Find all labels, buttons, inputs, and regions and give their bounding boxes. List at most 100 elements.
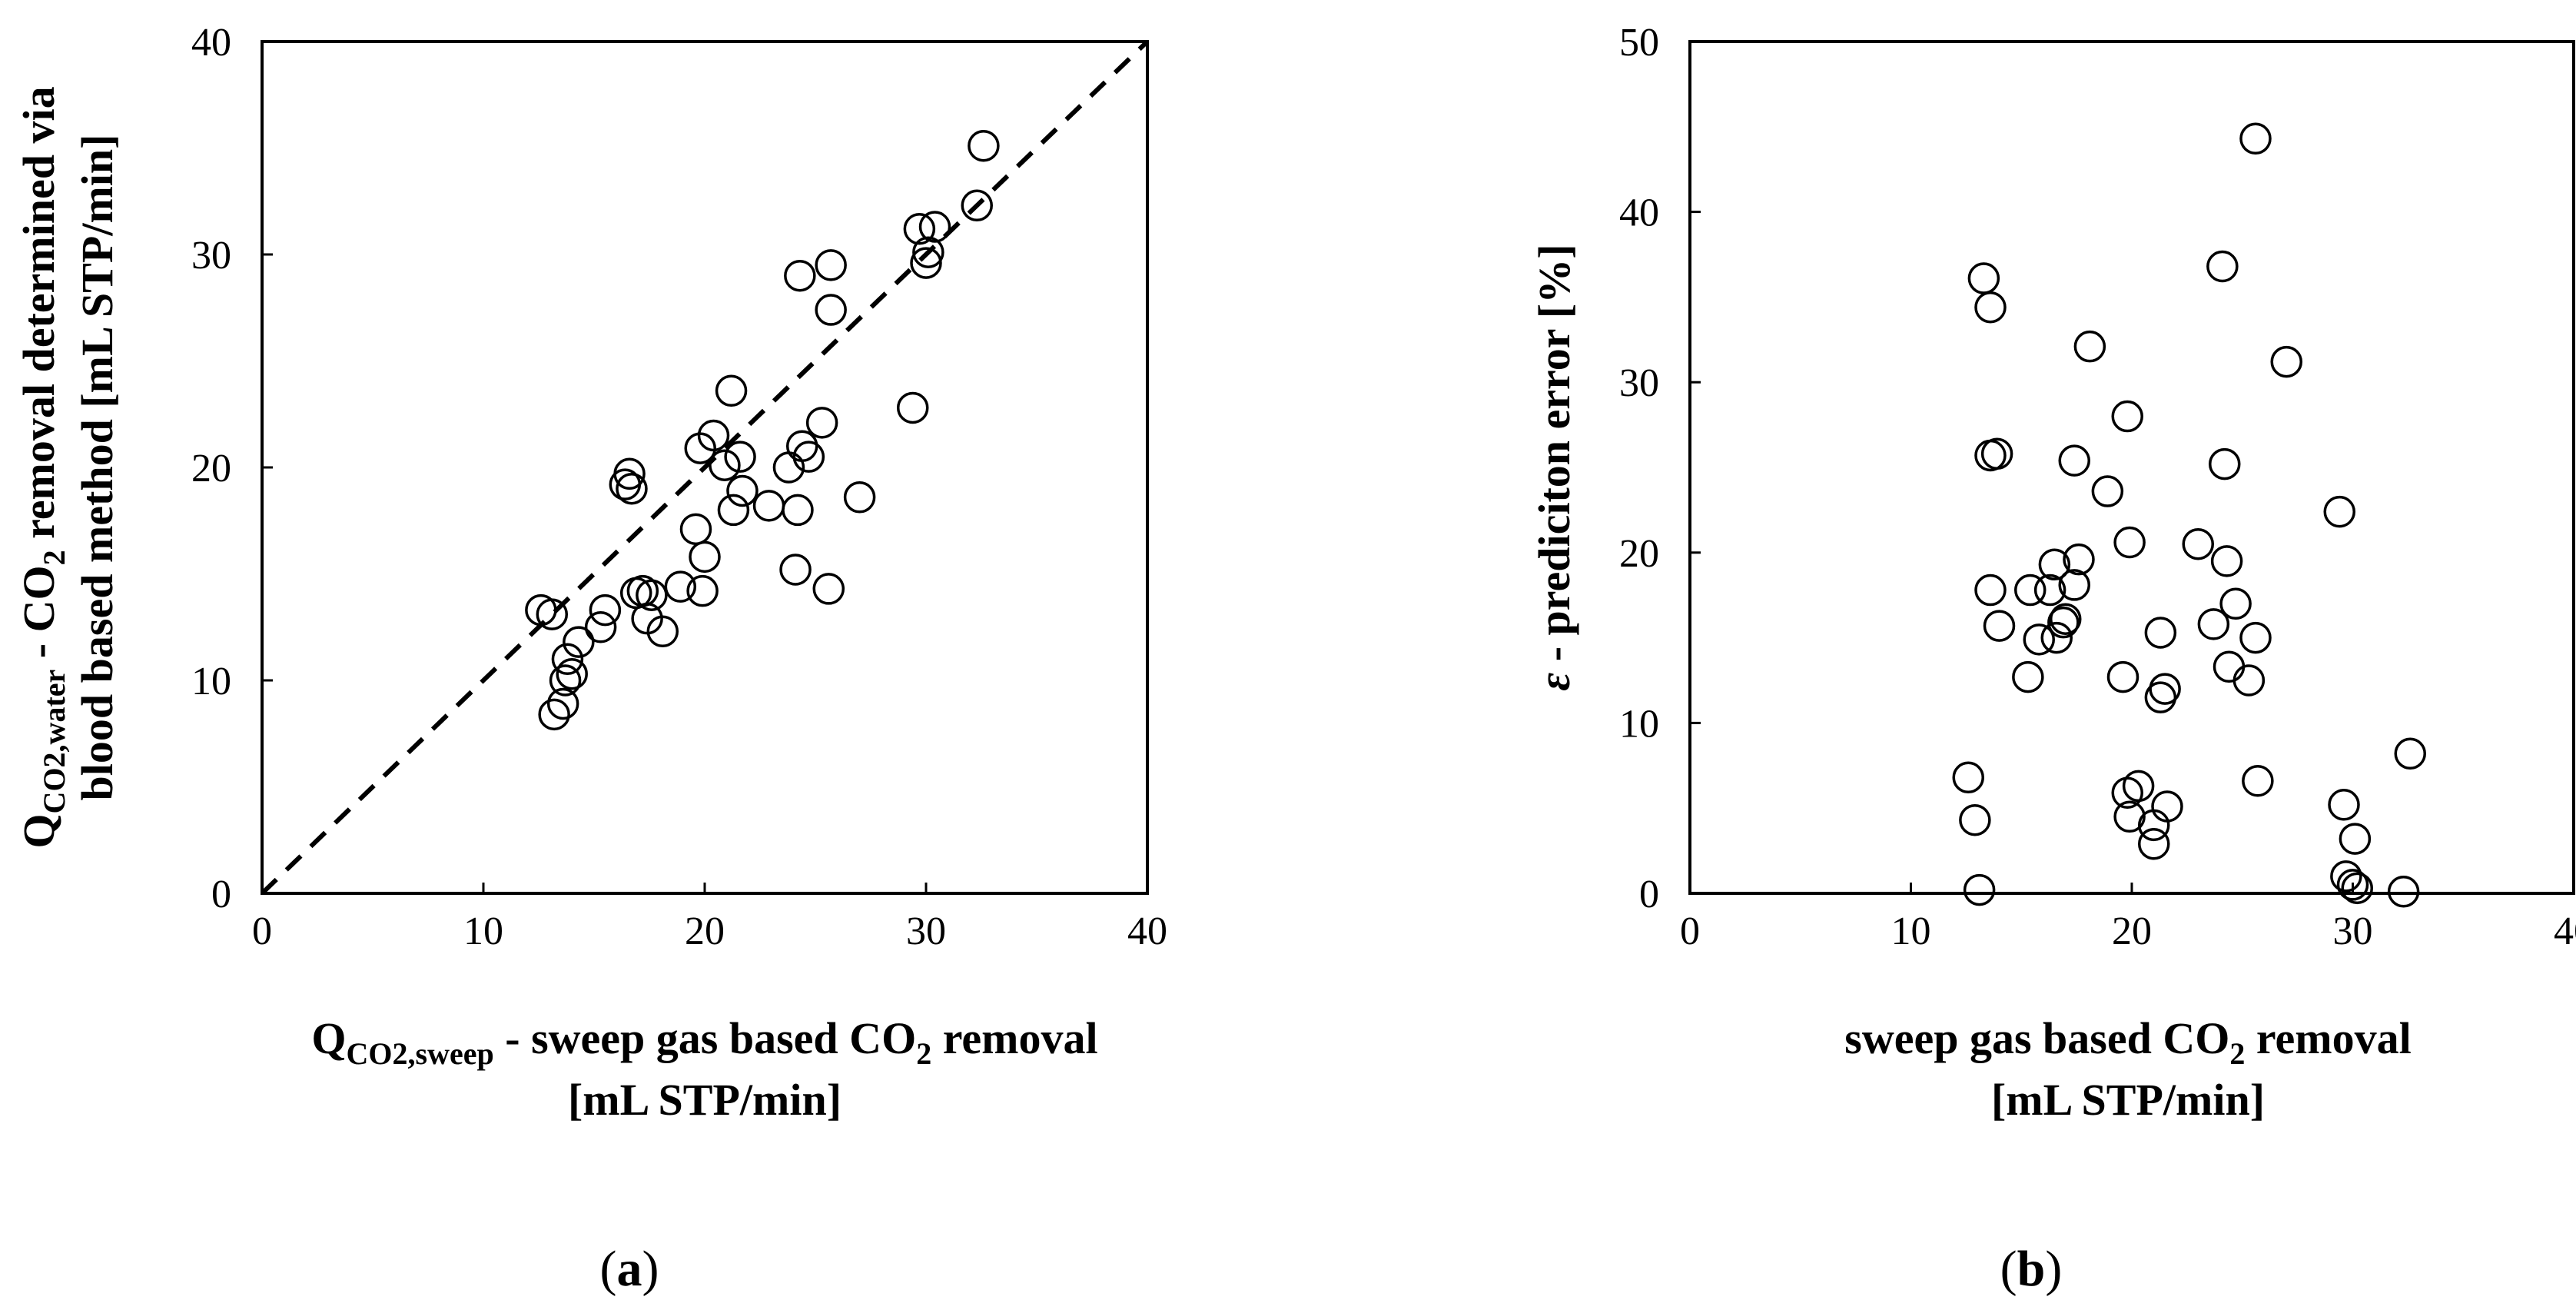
x-tick-label: 20 <box>685 909 725 953</box>
data-point <box>2323 495 2355 528</box>
data-point <box>2336 869 2369 901</box>
y-tick-label: 30 <box>191 234 231 278</box>
y-tick-label: 40 <box>191 21 231 65</box>
data-point <box>2050 603 2082 635</box>
data-point <box>2033 574 2066 607</box>
data-point <box>782 494 814 527</box>
data-point <box>536 598 569 630</box>
identity-reference-line <box>260 39 1150 896</box>
data-point <box>815 294 847 326</box>
x-tick-label: 20 <box>2112 909 2152 953</box>
points-b <box>1952 122 2426 908</box>
data-point <box>689 540 721 574</box>
x-axis-units-b: [mL STP/min] <box>1991 1075 2265 1125</box>
x-axis-label-b: sweep gas based CO2 removal <box>1844 1013 2411 1071</box>
y-axis-label-a: QCO2,water - CO2 removal determined via <box>14 86 71 848</box>
y-tick-label: 50 <box>1619 21 1659 65</box>
data-point <box>549 664 582 697</box>
data-point <box>896 391 929 424</box>
x-tick-label: 30 <box>906 909 946 953</box>
data-point <box>538 698 570 731</box>
data-point <box>805 407 838 439</box>
data-point <box>2091 475 2124 507</box>
x-tick-label: 30 <box>2333 909 2373 953</box>
data-point <box>616 472 648 505</box>
data-point <box>2012 660 2044 693</box>
data-point <box>961 189 993 222</box>
y-tick-label: 20 <box>191 447 231 490</box>
data-point <box>2122 770 2155 803</box>
data-point <box>2023 623 2055 656</box>
data-point <box>912 236 944 268</box>
data-point <box>556 657 588 690</box>
data-point <box>2063 543 2095 576</box>
data-point <box>1980 437 2013 470</box>
data-point <box>2138 827 2170 860</box>
data-point <box>715 374 748 407</box>
data-point <box>2328 789 2360 821</box>
data-point <box>2038 548 2071 581</box>
y-tick-label: 40 <box>1619 191 1659 235</box>
data-point <box>546 687 579 720</box>
y-tick-label: 10 <box>1619 702 1659 746</box>
data-point <box>2106 660 2139 693</box>
data-point <box>2182 527 2214 560</box>
ticks-b: 0 10 20 30 40 0 10 20 30 40 50 <box>1619 21 2576 953</box>
data-point <box>2149 673 2181 705</box>
data-point <box>1983 610 2016 642</box>
x-tick-label: 40 <box>2554 909 2576 953</box>
data-point <box>1959 803 1991 836</box>
data-point <box>563 626 595 658</box>
x-tick-label: 0 <box>1680 909 1700 953</box>
panel-a: 0 10 20 30 40 0 10 20 30 40 QCO2,sweep - sweep ga… <box>14 21 1167 1297</box>
data-point <box>2206 250 2239 283</box>
x-tick-label: 10 <box>463 909 503 953</box>
data-point <box>613 457 646 490</box>
data-point <box>910 247 942 279</box>
points-a <box>525 129 1000 731</box>
data-point <box>2330 860 2362 893</box>
data-point <box>2197 608 2230 640</box>
data-point <box>784 259 816 292</box>
data-point <box>717 494 750 527</box>
plot-area-b <box>1688 40 2575 895</box>
data-point <box>752 490 785 522</box>
data-point <box>2111 400 2143 433</box>
data-point <box>812 573 845 605</box>
data-point <box>2387 876 2420 908</box>
data-point <box>697 419 730 452</box>
data-point <box>646 615 679 648</box>
data-point <box>2113 526 2146 559</box>
x-axis-label-a: QCO2,sweep - sweep gas based CO2 removal <box>311 1013 1097 1071</box>
panel-b: 0 10 20 30 40 0 10 20 30 40 50 sweep gas based CO2… <box>1529 21 2576 1297</box>
x-tick-label: 10 <box>1891 909 1931 953</box>
data-point <box>589 593 622 627</box>
data-point <box>2394 737 2426 770</box>
data-point <box>664 570 697 603</box>
data-point <box>2239 122 2272 155</box>
data-point <box>1974 574 2007 607</box>
data-point <box>1967 262 2000 294</box>
data-point <box>2239 621 2272 654</box>
ticks-a: 0 10 20 30 40 0 10 20 30 40 <box>191 21 1167 953</box>
y-tick-label: 0 <box>211 873 231 916</box>
y-tick-label: 30 <box>1619 361 1659 405</box>
data-point <box>551 643 584 676</box>
x-axis-units-a: [mL STP/min] <box>568 1075 842 1125</box>
data-point <box>2210 545 2243 577</box>
data-point <box>2270 345 2302 378</box>
y-tick-label: 10 <box>191 660 231 703</box>
y-tick-label: 20 <box>1619 532 1659 576</box>
data-point <box>968 129 1000 162</box>
data-point <box>779 554 812 586</box>
data-point <box>2058 569 2090 601</box>
data-point <box>903 213 936 245</box>
data-point <box>726 474 759 507</box>
data-point <box>918 211 951 243</box>
data-point <box>1963 873 1996 906</box>
data-point <box>2209 447 2241 480</box>
data-point <box>2219 587 2252 620</box>
data-point <box>2058 444 2090 477</box>
data-point <box>2073 330 2106 363</box>
